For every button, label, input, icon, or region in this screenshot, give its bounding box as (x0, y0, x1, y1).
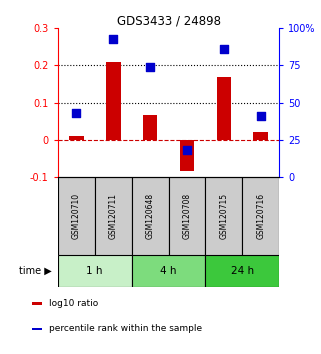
Text: percentile rank within the sample: percentile rank within the sample (49, 324, 202, 333)
Bar (32, 328, 42, 330)
Bar (132, 255, 205, 287)
Bar (106, 62, 120, 140)
Bar (69, 136, 83, 140)
Text: 24 h: 24 h (231, 266, 254, 276)
Point (147, 64, 153, 70)
Bar (58, 177, 95, 255)
Bar (58, 255, 132, 287)
Text: GSM120711: GSM120711 (108, 193, 118, 239)
Bar (169, 177, 205, 255)
Bar (205, 177, 242, 255)
Text: 1 h: 1 h (86, 266, 103, 276)
Text: GSM120715: GSM120715 (219, 193, 229, 239)
Text: GSM120648: GSM120648 (145, 193, 155, 239)
Bar (143, 115, 157, 140)
Bar (216, 77, 231, 140)
Bar (95, 177, 132, 255)
Bar (242, 177, 279, 255)
Bar (32, 302, 42, 305)
Text: GSM120708: GSM120708 (182, 193, 192, 239)
Text: 4 h: 4 h (160, 266, 177, 276)
Text: GSM120710: GSM120710 (72, 193, 81, 239)
Bar (253, 132, 268, 140)
Text: log10 ratio: log10 ratio (49, 299, 98, 308)
Point (258, 113, 263, 119)
Text: GSM120716: GSM120716 (256, 193, 265, 239)
Text: time ▶: time ▶ (19, 266, 51, 276)
Bar (205, 255, 279, 287)
Point (221, 46, 226, 52)
Point (74, 110, 79, 116)
Point (184, 147, 189, 153)
Point (110, 36, 116, 41)
Bar (179, 140, 194, 171)
Bar (132, 177, 169, 255)
Title: GDS3433 / 24898: GDS3433 / 24898 (117, 14, 221, 27)
